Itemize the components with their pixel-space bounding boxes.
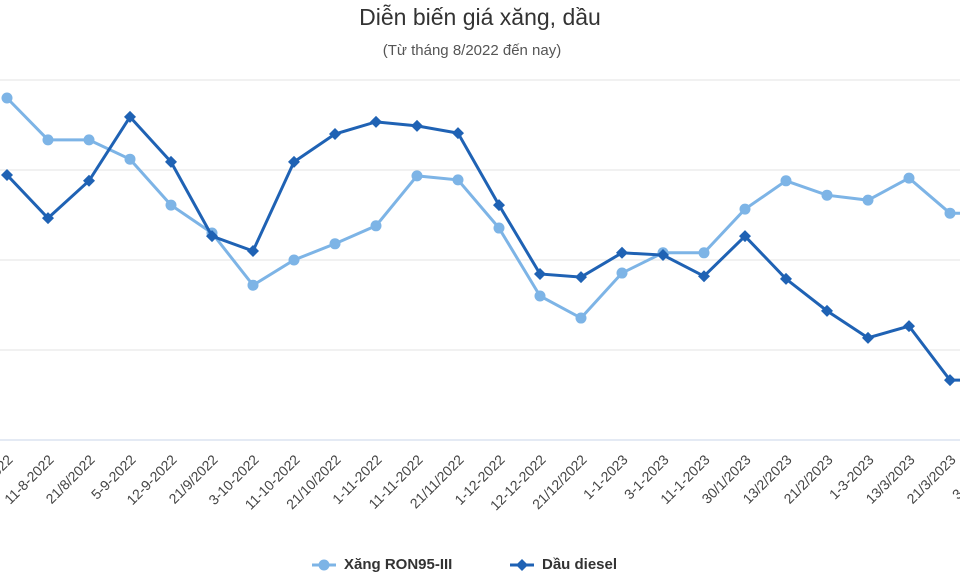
point (165, 155, 177, 168)
point (42, 134, 54, 146)
point (329, 238, 341, 250)
point (862, 331, 874, 344)
point (821, 304, 833, 317)
point (1, 168, 13, 181)
point (42, 212, 54, 225)
point (329, 128, 341, 140)
chart-subtitle: (Từ tháng 8/2022 đến nay) (383, 42, 562, 59)
point (83, 134, 95, 146)
point (903, 172, 915, 184)
chart-title: Diễn biến giá xăng, dầu (359, 4, 601, 30)
point (370, 115, 382, 128)
point (1, 92, 13, 104)
point (534, 267, 546, 280)
point (165, 199, 177, 211)
point (903, 320, 915, 333)
point (288, 155, 300, 168)
point (780, 272, 792, 285)
legend-item: Dầu diesel (510, 556, 617, 573)
point (739, 230, 751, 243)
series-line (5, 96, 960, 320)
point (206, 230, 218, 243)
point (83, 174, 95, 187)
point (493, 222, 505, 234)
point (247, 279, 259, 291)
point (370, 220, 382, 232)
point (247, 245, 259, 257)
point (780, 175, 792, 187)
point (698, 247, 710, 259)
legend-label: Xăng RON95-III (344, 556, 452, 573)
point (944, 207, 956, 219)
point (452, 174, 464, 186)
point (821, 189, 833, 201)
point (944, 374, 956, 387)
legend-marker (318, 559, 330, 571)
point (411, 170, 423, 182)
point (288, 254, 300, 266)
point (575, 271, 587, 284)
point (493, 199, 505, 212)
point (575, 312, 587, 324)
point (452, 127, 464, 140)
point (534, 290, 546, 302)
point (616, 246, 628, 259)
legend-label: Dầu diesel (542, 556, 617, 573)
point (739, 203, 751, 215)
point (124, 153, 136, 165)
point (411, 119, 423, 132)
point (657, 249, 669, 262)
point (124, 110, 136, 123)
point (616, 267, 628, 279)
point (698, 270, 710, 283)
legend-marker (516, 559, 528, 571)
series-line (5, 114, 960, 382)
legend-item: Xăng RON95-III (312, 556, 452, 573)
point (862, 194, 874, 206)
